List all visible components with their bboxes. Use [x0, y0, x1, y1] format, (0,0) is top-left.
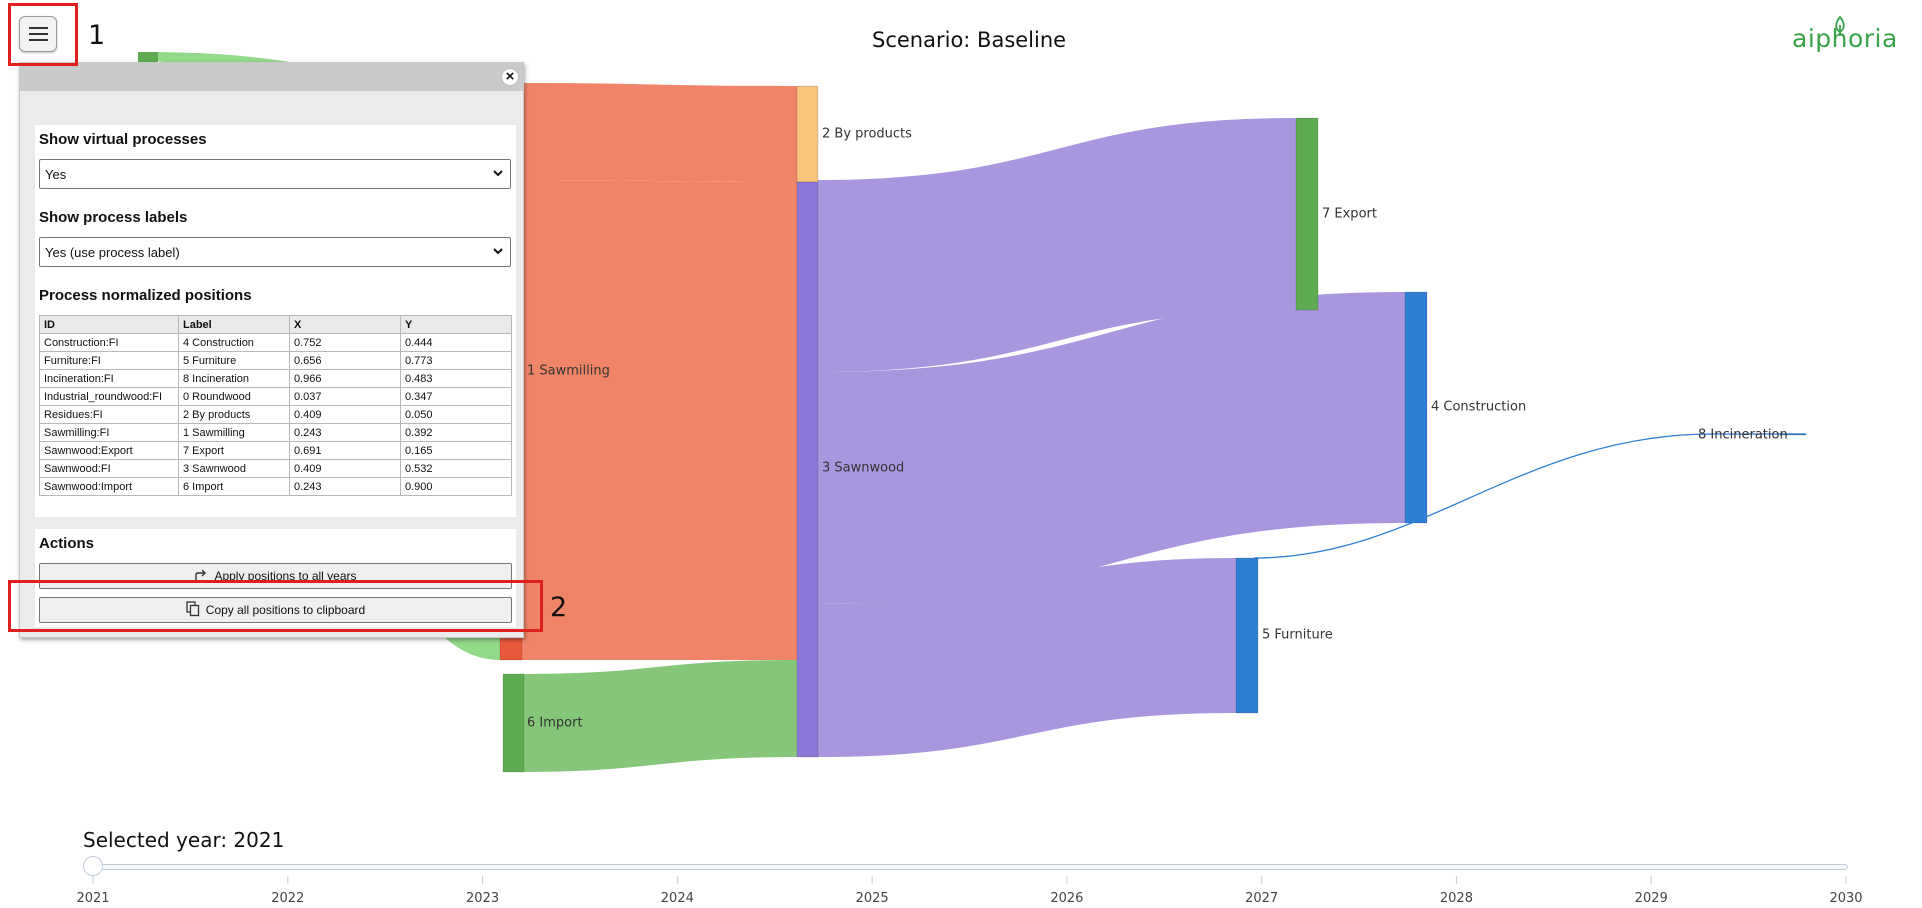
virtual-processes-card: Show virtual processes Yes [35, 125, 516, 203]
scenario-title: Scenario: Baseline [872, 28, 1067, 52]
cell-x: 0.243 [289, 477, 401, 496]
highlight-box-copy [8, 580, 543, 632]
node-label-furniture: 5 Furniture [1262, 628, 1333, 643]
process-labels-title: Show process labels [39, 209, 188, 226]
year-slider-handle[interactable] [83, 856, 103, 876]
year-tick-label[interactable]: 2023 [466, 891, 499, 906]
cell-id: Sawnwood:Export [39, 441, 179, 460]
node-export[interactable] [1295, 117, 1319, 311]
column-header-label[interactable]: Label [178, 315, 290, 334]
link-sawmilling-to-byproducts[interactable] [515, 83, 797, 182]
link-import-to-sawnwood[interactable] [518, 660, 797, 772]
table-row[interactable]: Sawnwood:Export 7 Export 0.691 0.165 [39, 441, 512, 460]
process-labels-select[interactable]: Yes (use process label) [39, 237, 511, 267]
table-row[interactable]: Incineration:FI 8 Incineration 0.966 0.483 [39, 369, 512, 388]
year-tick-label[interactable]: 2026 [1050, 891, 1083, 906]
chevron-down-icon [493, 170, 503, 177]
cell-x: 0.243 [289, 423, 401, 442]
hamburger-icon-line [29, 39, 48, 41]
link-furniture-to-incineration[interactable] [1253, 433, 1806, 559]
actions-card: Actions Apply positions to all years Cop… [35, 529, 516, 627]
leaf-icon [1835, 16, 1845, 36]
virtual-processes-title: Show virtual processes [39, 131, 207, 148]
table-row[interactable]: Residues:FI 2 By products 0.409 0.050 [39, 405, 512, 424]
node-label-import: 6 Import [527, 716, 583, 731]
highlight-number-1: 1 [88, 20, 106, 51]
apply-positions-label: Apply positions to all years [214, 569, 357, 583]
close-icon[interactable]: × [501, 68, 519, 86]
cell-id: Residues:FI [39, 405, 179, 424]
column-header-id[interactable]: ID [39, 315, 179, 334]
hamburger-icon [29, 27, 48, 29]
cell-label: 0 Roundwood [178, 387, 290, 406]
year-tick-label[interactable]: 2030 [1829, 891, 1862, 906]
cell-x: 0.409 [289, 459, 401, 478]
cell-y: 0.532 [400, 459, 512, 478]
process-labels-value: Yes (use process label) [45, 245, 180, 260]
column-header-x[interactable]: X [289, 315, 401, 334]
positions-table: ID Label X Y Construction:FI 4 Constructi… [39, 315, 512, 496]
cell-label: 8 Incineration [178, 369, 290, 388]
highlight-number-2: 2 [550, 592, 568, 623]
link-sawmilling-to-sawnwood[interactable] [515, 180, 797, 660]
cell-y: 0.347 [400, 387, 512, 406]
year-tick-label[interactable]: 2024 [661, 891, 694, 906]
highlight-box-menu [8, 3, 78, 66]
process-labels-card: Show process labels Yes (use process lab… [35, 203, 516, 281]
table-row[interactable]: Furniture:FI 5 Furniture 0.656 0.773 [39, 351, 512, 370]
node-label-export: 7 Export [1322, 207, 1377, 222]
cell-id: Sawmilling:FI [39, 423, 179, 442]
node-sawnwood[interactable] [796, 181, 819, 758]
positions-card: Process normalized positions ID Label X … [35, 281, 516, 517]
chevron-down-icon [493, 248, 503, 255]
logo: aiphoria [1792, 24, 1898, 53]
cell-id: Industrial_roundwood:FI [39, 387, 179, 406]
actions-title: Actions [39, 535, 95, 552]
node-label-construction: 4 Construction [1431, 400, 1526, 415]
cell-id: Sawnwood:Import [39, 477, 179, 496]
apply-positions-button[interactable]: Apply positions to all years [39, 563, 512, 589]
year-tick-label[interactable]: 2025 [856, 891, 889, 906]
link-sawnwood-to-furniture[interactable] [818, 558, 1236, 757]
virtual-processes-select[interactable]: Yes [39, 159, 511, 189]
copy-positions-label: Copy all positions to clipboard [205, 603, 366, 617]
link-sawnwood-to-export[interactable] [818, 118, 1296, 372]
node-construction[interactable] [1404, 291, 1428, 524]
virtual-processes-value: Yes [45, 167, 67, 182]
options-panel: × Show virtual processes Yes Show proces… [19, 62, 524, 638]
year-tick-label[interactable]: 2027 [1245, 891, 1278, 906]
node-label-sawnwood: 3 Sawnwood [822, 461, 904, 476]
year-tick-label[interactable]: 2022 [271, 891, 304, 906]
node-label-by-products: 2 By products [822, 127, 912, 142]
copy-positions-button[interactable]: Copy all positions to clipboard [39, 597, 512, 623]
cell-id: Sawnwood:FI [39, 459, 179, 478]
node-import[interactable] [502, 673, 525, 773]
panel-header[interactable]: × [20, 63, 523, 91]
year-tick-label[interactable]: 2021 [76, 891, 109, 906]
cell-label: 1 Sawmilling [178, 423, 290, 442]
node-incineration[interactable] [1779, 433, 1807, 436]
hamburger-icon-line [29, 33, 48, 35]
year-tick-label[interactable]: 2029 [1635, 891, 1668, 906]
node-roundwood[interactable] [138, 52, 158, 64]
node-label-incineration: 8 Incineration [1698, 428, 1788, 443]
node-furniture[interactable] [1235, 557, 1259, 714]
link-sawnwood-to-construction[interactable] [818, 292, 1405, 604]
selected-year-label: Selected year: 2021 [83, 828, 285, 852]
table-row[interactable]: Sawnwood:Import 6 Import 0.243 0.900 [39, 477, 512, 496]
cell-y: 0.900 [400, 477, 512, 496]
positions-title: Process normalized positions [39, 287, 252, 304]
cell-x: 0.691 [289, 441, 401, 460]
copy-icon [186, 601, 199, 617]
cell-label: 6 Import [178, 477, 290, 496]
table-header-row: ID Label X Y [39, 315, 512, 334]
share-arrow-icon [195, 569, 207, 582]
menu-button[interactable] [19, 16, 57, 52]
year-tick-label[interactable]: 2028 [1440, 891, 1473, 906]
table-row[interactable]: Industrial_roundwood:FI 0 Roundwood 0.037 0… [39, 387, 512, 406]
node-label-sawmilling: 1 Sawmilling [527, 364, 610, 379]
